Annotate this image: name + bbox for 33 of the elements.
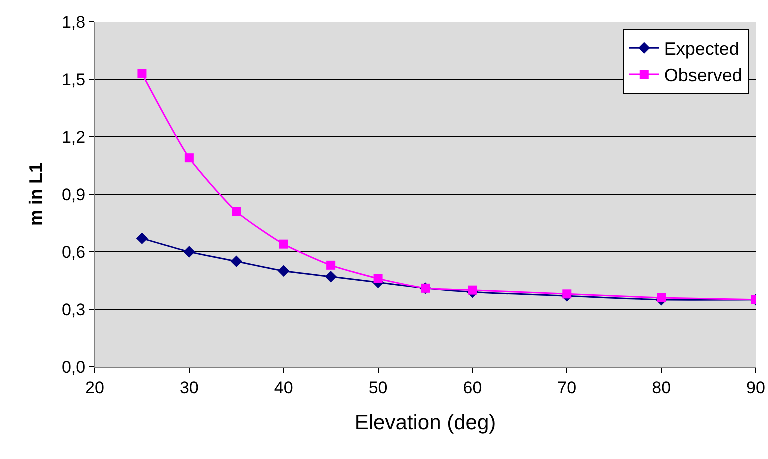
point xyxy=(279,240,288,249)
y-tick-label: 1,5 xyxy=(62,70,86,90)
point xyxy=(657,294,666,302)
y-tick-label: 0,9 xyxy=(62,185,86,204)
x-tick-label: 40 xyxy=(274,378,294,398)
point xyxy=(232,207,242,216)
point xyxy=(138,69,147,78)
y-axis-title: m in L1 xyxy=(26,162,46,226)
point xyxy=(278,265,290,278)
x-tick-label: 80 xyxy=(652,378,672,398)
legend-label: Expected xyxy=(664,39,740,60)
point xyxy=(184,154,194,163)
point xyxy=(325,271,337,283)
point xyxy=(468,286,478,295)
point xyxy=(230,256,242,268)
point xyxy=(326,260,336,270)
y-tick-label: 1,2 xyxy=(62,128,86,147)
y-tick-label: 0,6 xyxy=(62,242,86,262)
legend-label: Observed xyxy=(664,66,742,86)
x-tick-label: 60 xyxy=(463,378,482,398)
x-tick-label: 30 xyxy=(180,378,199,398)
point xyxy=(136,232,148,244)
x-tick-label: 70 xyxy=(558,378,577,398)
x-axis-title: Elevation (deg) xyxy=(354,412,496,435)
x-tick-label: 20 xyxy=(86,378,104,398)
point xyxy=(184,246,196,258)
y-tick-label: 0,3 xyxy=(62,300,86,320)
y-tick-label: 0,0 xyxy=(62,358,86,377)
point xyxy=(374,274,383,284)
y-tick-label: 1,8 xyxy=(62,12,86,32)
point xyxy=(562,290,572,299)
x-tick-label: 50 xyxy=(368,378,388,398)
x-tick-label: 90 xyxy=(746,378,766,398)
